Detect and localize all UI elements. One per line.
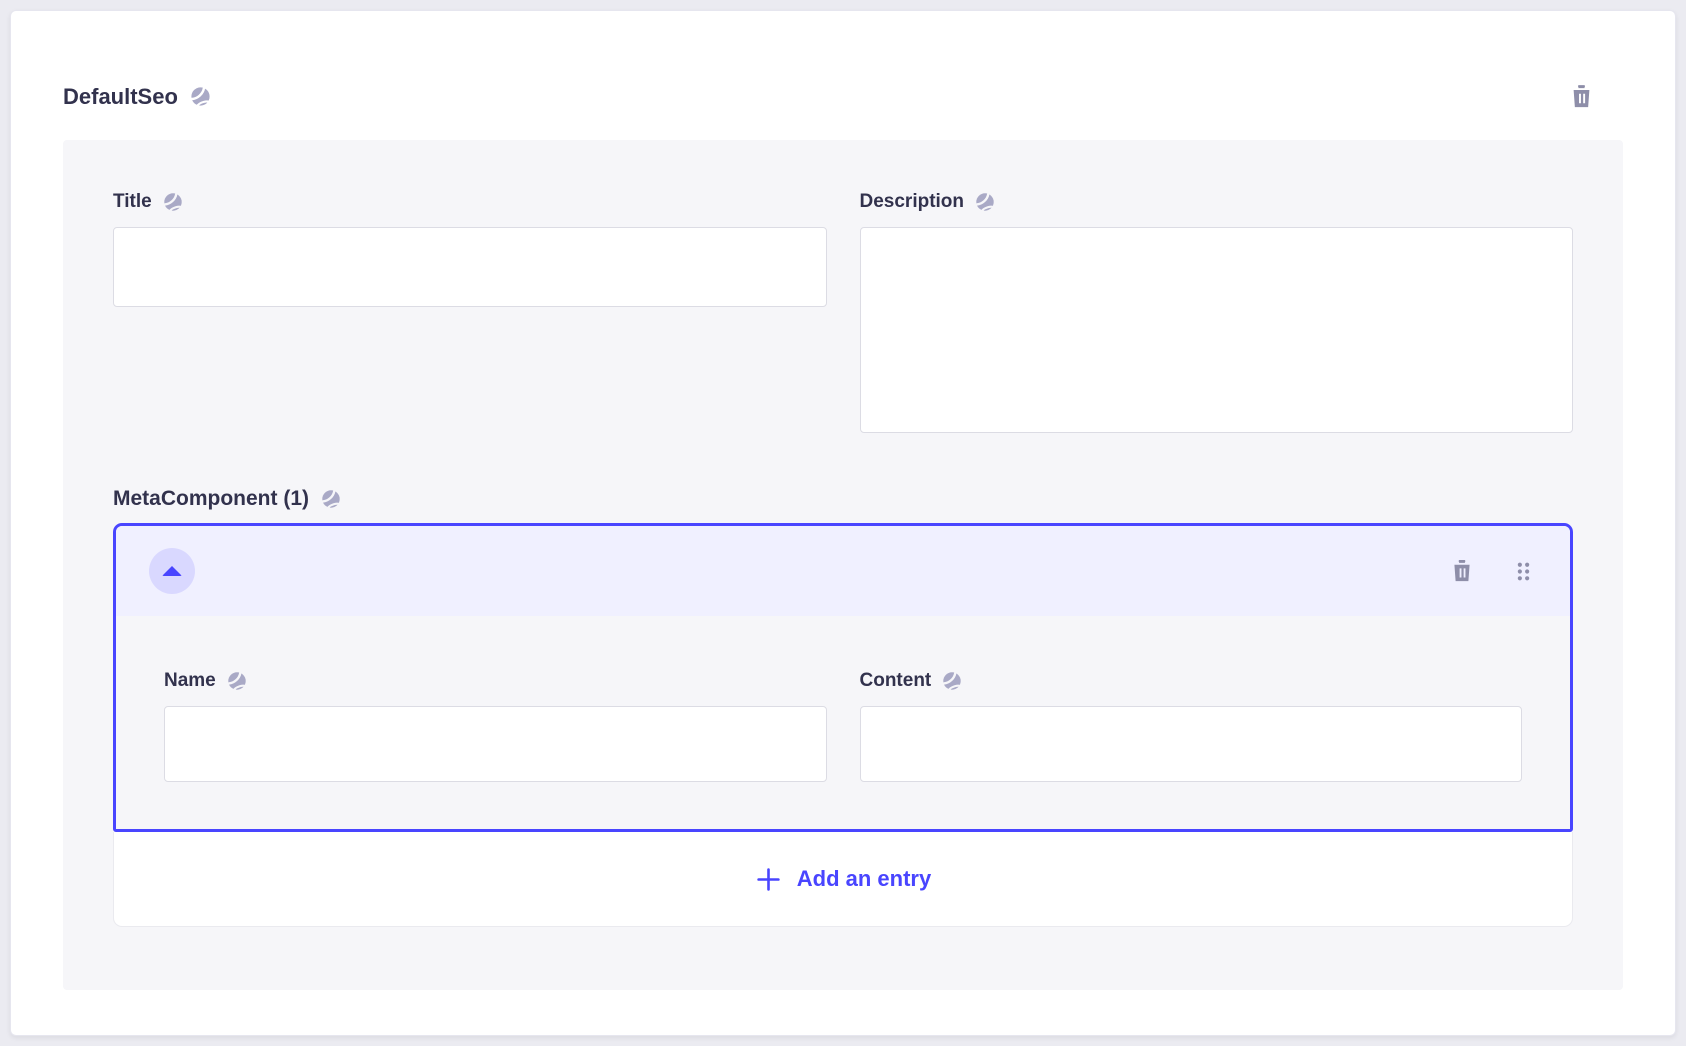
- earth-icon: [226, 670, 248, 692]
- entry-accordion-header[interactable]: [116, 526, 1570, 616]
- title-field-label-text: Title: [113, 191, 152, 212]
- delete-component-button[interactable]: [1564, 79, 1599, 114]
- description-textarea[interactable]: [859, 227, 1573, 433]
- add-entry-button[interactable]: Add an entry: [755, 866, 931, 893]
- name-field-label: Name: [164, 669, 827, 693]
- component-editor-card: DefaultSeo: [10, 10, 1676, 1036]
- entry-actions: [1445, 554, 1540, 588]
- add-entry-button-label: Add an entry: [796, 866, 932, 891]
- content-input[interactable]: [859, 706, 1522, 782]
- earth-icon: [189, 85, 212, 108]
- component-title-text: DefaultSeo: [63, 83, 178, 109]
- meta-component-label-text: MetaComponent (1): [113, 487, 309, 510]
- content-field-group: Content: [859, 669, 1523, 782]
- collapse-entry-button[interactable]: [149, 548, 195, 594]
- trash-icon: [1568, 83, 1595, 110]
- component-fields-panel: Title Description: [63, 140, 1623, 990]
- drag-handle[interactable]: [1507, 555, 1540, 588]
- content-field-label-text: Content: [859, 670, 932, 691]
- trash-icon: [1449, 558, 1475, 584]
- card-header: DefaultSeo: [63, 79, 1599, 114]
- name-input[interactable]: [164, 706, 827, 782]
- content-field-label: Content: [860, 669, 1523, 693]
- meta-component-entry: Name: [113, 523, 1573, 832]
- description-field-group: Description: [859, 190, 1574, 433]
- name-field-label-text: Name: [164, 670, 216, 691]
- earth-icon: [162, 191, 184, 213]
- plus-icon: [755, 866, 782, 893]
- description-field-label-text: Description: [859, 191, 965, 212]
- entry-accordion-body: Name: [116, 616, 1570, 829]
- earth-icon: [320, 488, 342, 510]
- field-row-top: Title Description: [113, 190, 1573, 433]
- drag-handle-icon: [1511, 559, 1536, 584]
- earth-icon: [941, 670, 963, 692]
- component-title: DefaultSeo: [63, 84, 212, 110]
- title-field-label: Title: [113, 190, 827, 214]
- add-entry-footer: Add an entry: [113, 832, 1573, 927]
- title-input[interactable]: [113, 227, 827, 307]
- delete-entry-button[interactable]: [1445, 554, 1479, 588]
- description-field-label: Description: [860, 190, 1574, 214]
- name-field-group: Name: [164, 669, 827, 782]
- caret-up-icon: [162, 566, 182, 576]
- earth-icon: [974, 191, 996, 213]
- title-field-group: Title: [113, 190, 827, 307]
- meta-component-label: MetaComponent (1): [113, 486, 1573, 512]
- entry-field-row: Name: [164, 669, 1522, 782]
